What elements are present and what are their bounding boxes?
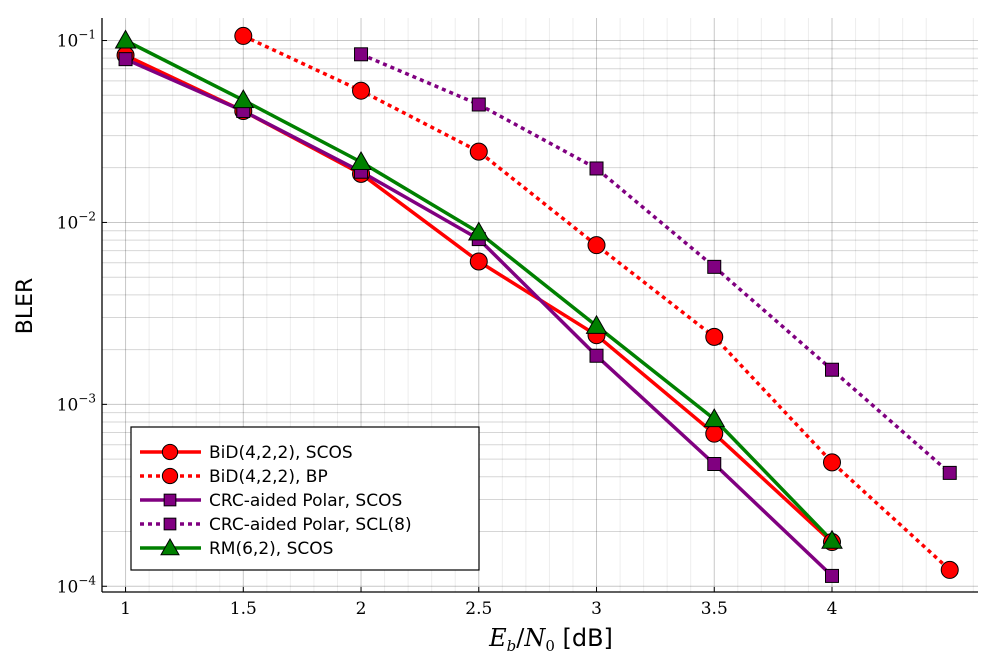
data-point-s5 bbox=[585, 314, 608, 334]
data-point-s4 bbox=[589, 161, 604, 176]
data-point-s5 bbox=[703, 408, 726, 428]
series-line-4 bbox=[360, 52, 951, 475]
data-point-s2 bbox=[705, 327, 724, 346]
data-point-s3 bbox=[118, 52, 133, 67]
data-point-s2 bbox=[234, 26, 253, 45]
x-tick-label: 2.5 bbox=[465, 599, 492, 619]
data-point-s2 bbox=[352, 81, 371, 100]
legend: BiD(4,2,2), SCOS BiD(4,2,2), BP CRC-aided … bbox=[130, 426, 480, 571]
data-point-s3 bbox=[707, 457, 722, 472]
data-point-s4 bbox=[825, 362, 839, 377]
data-point-s5 bbox=[114, 29, 137, 49]
series bbox=[114, 26, 959, 583]
legend-marker bbox=[160, 537, 180, 556]
legend-marker bbox=[161, 467, 179, 485]
x-ticks: 1 1.5 2 2.5 3 3.5 4 bbox=[120, 587, 837, 619]
legend-label: BiD(4,2,2), SCOS bbox=[209, 443, 353, 463]
data-point-s5 bbox=[350, 150, 372, 170]
x-tick-label: 1.5 bbox=[230, 599, 257, 619]
legend-label: RM(6,2), SCOS bbox=[209, 539, 333, 559]
x-tick-label: 3.5 bbox=[701, 599, 728, 619]
y-ticks: 10−1 10−2 10−3 10−4 bbox=[57, 28, 107, 597]
data-point-s4 bbox=[354, 47, 369, 62]
x-tick-label: 1 bbox=[120, 599, 131, 619]
y-tick-label: 10−4 bbox=[57, 573, 97, 597]
x-tick-label: 4 bbox=[827, 599, 838, 619]
legend-marker bbox=[163, 493, 177, 507]
data-point-s4 bbox=[942, 465, 957, 480]
data-point-s2 bbox=[469, 142, 488, 161]
data-point-s1 bbox=[469, 252, 488, 271]
data-point-s4 bbox=[471, 97, 486, 112]
y-tick-label: 10−2 bbox=[57, 209, 96, 233]
legend-label: CRC-aided Polar, SCL(8) bbox=[209, 515, 412, 535]
data-point-s2 bbox=[940, 560, 959, 579]
data-point-s1 bbox=[705, 424, 724, 443]
data-point-s5 bbox=[232, 89, 255, 109]
legend-marker bbox=[161, 443, 179, 461]
y-tick-label: 10−1 bbox=[57, 28, 96, 52]
x-tick-label: 3 bbox=[591, 599, 602, 619]
data-point-s2 bbox=[823, 453, 841, 472]
x-axis-title: Eb/N0 [dB] bbox=[488, 624, 613, 655]
data-point-s5 bbox=[467, 221, 490, 241]
data-point-s3 bbox=[589, 348, 604, 363]
data-point-s5 bbox=[821, 529, 843, 549]
legend-marker bbox=[163, 517, 177, 531]
legend-label: CRC-aided Polar, SCOS bbox=[209, 491, 402, 511]
y-tick-label: 10−3 bbox=[57, 391, 96, 415]
data-point-s4 bbox=[707, 259, 722, 274]
y-axis-title: BLER bbox=[13, 278, 38, 335]
x-tick-label: 2 bbox=[356, 599, 367, 619]
data-point-s3 bbox=[825, 568, 839, 583]
legend-label: BiD(4,2,2), BP bbox=[209, 467, 328, 487]
data-point-s2 bbox=[587, 236, 606, 255]
